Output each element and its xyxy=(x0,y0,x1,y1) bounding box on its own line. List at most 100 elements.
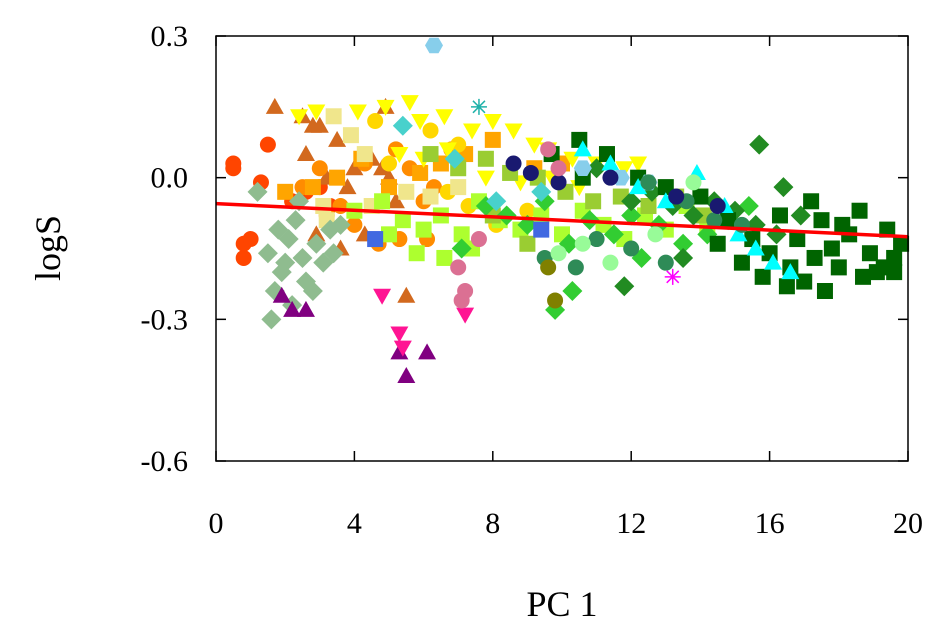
data-point xyxy=(311,160,328,177)
data-point xyxy=(550,245,567,262)
data-point xyxy=(588,231,605,248)
data-point xyxy=(673,233,694,254)
data-point xyxy=(412,164,429,181)
data-point xyxy=(348,104,367,121)
data-point xyxy=(789,231,806,248)
data-point xyxy=(242,231,259,248)
data-point xyxy=(306,233,327,254)
data-point xyxy=(567,259,584,276)
data-point xyxy=(531,181,552,202)
data-point xyxy=(657,179,674,196)
data-point xyxy=(422,122,439,139)
data-point xyxy=(345,159,364,176)
data-point xyxy=(496,205,517,226)
data-point xyxy=(640,174,657,191)
data-point xyxy=(656,192,675,209)
x-tick-label: 4 xyxy=(347,507,362,540)
data-point xyxy=(830,259,847,276)
x-tick-label: 8 xyxy=(485,507,500,540)
data-point xyxy=(816,283,833,299)
data-point xyxy=(519,235,536,252)
data-point xyxy=(547,292,564,309)
data-point xyxy=(307,225,326,242)
data-point xyxy=(323,243,344,264)
x-tick-label: 16 xyxy=(755,507,785,540)
data-point xyxy=(790,205,811,226)
data-point xyxy=(749,134,770,155)
data-point xyxy=(484,131,501,148)
data-point xyxy=(754,268,771,285)
data-point xyxy=(505,155,522,172)
data-point xyxy=(621,191,642,212)
data-point xyxy=(381,226,397,243)
data-point xyxy=(771,207,788,224)
data-points xyxy=(225,37,910,383)
data-point xyxy=(453,292,470,309)
data-point xyxy=(601,154,620,171)
data-point xyxy=(438,142,457,159)
data-point xyxy=(470,98,487,115)
data-point xyxy=(733,254,750,271)
data-point xyxy=(398,183,415,200)
data-point xyxy=(574,235,591,252)
data-point xyxy=(310,116,329,133)
data-point xyxy=(296,145,315,162)
data-point xyxy=(629,178,648,195)
trend-line-group xyxy=(215,201,909,239)
data-point xyxy=(519,202,536,219)
data-point xyxy=(504,123,523,140)
data-point xyxy=(533,221,550,238)
data-point xyxy=(562,281,583,301)
data-point xyxy=(778,278,795,295)
x-axis-label: PC 1 xyxy=(526,584,597,624)
data-point xyxy=(647,226,664,243)
trend-line xyxy=(215,201,909,239)
data-point xyxy=(851,202,868,219)
data-point xyxy=(374,193,391,210)
data-point xyxy=(392,115,413,136)
data-point xyxy=(386,192,405,209)
data-point xyxy=(483,114,502,130)
data-point xyxy=(235,249,252,266)
data-point xyxy=(451,238,472,259)
data-point xyxy=(302,281,323,301)
data-point xyxy=(330,214,351,235)
data-point xyxy=(640,198,657,214)
data-point xyxy=(277,183,294,200)
data-point xyxy=(290,109,309,126)
data-point xyxy=(522,164,539,181)
data-point xyxy=(550,174,567,191)
data-point xyxy=(886,264,903,281)
data-point xyxy=(418,343,437,360)
data-point xyxy=(304,179,321,196)
axis-ticks xyxy=(215,35,909,462)
data-point xyxy=(325,108,342,125)
data-point xyxy=(425,37,443,54)
data-point xyxy=(381,179,397,196)
data-point xyxy=(367,113,384,129)
data-point xyxy=(456,307,475,324)
data-point xyxy=(525,137,544,154)
data-point xyxy=(746,239,765,256)
data-point xyxy=(629,156,648,173)
data-point xyxy=(307,104,326,121)
data-point xyxy=(329,169,346,186)
data-point xyxy=(342,127,359,144)
data-point xyxy=(623,240,640,257)
x-tick-label: 12 xyxy=(616,507,646,540)
data-point xyxy=(764,253,783,270)
data-point xyxy=(813,212,830,229)
data-point xyxy=(823,240,840,257)
data-point xyxy=(602,169,619,186)
data-point xyxy=(390,326,409,343)
y-axis-label: logS xyxy=(28,215,68,281)
data-point xyxy=(773,177,794,198)
data-point xyxy=(586,158,607,179)
data-point xyxy=(338,178,357,195)
data-point xyxy=(422,188,439,205)
data-point xyxy=(550,160,567,177)
data-point xyxy=(861,245,878,262)
data-point xyxy=(450,136,467,153)
